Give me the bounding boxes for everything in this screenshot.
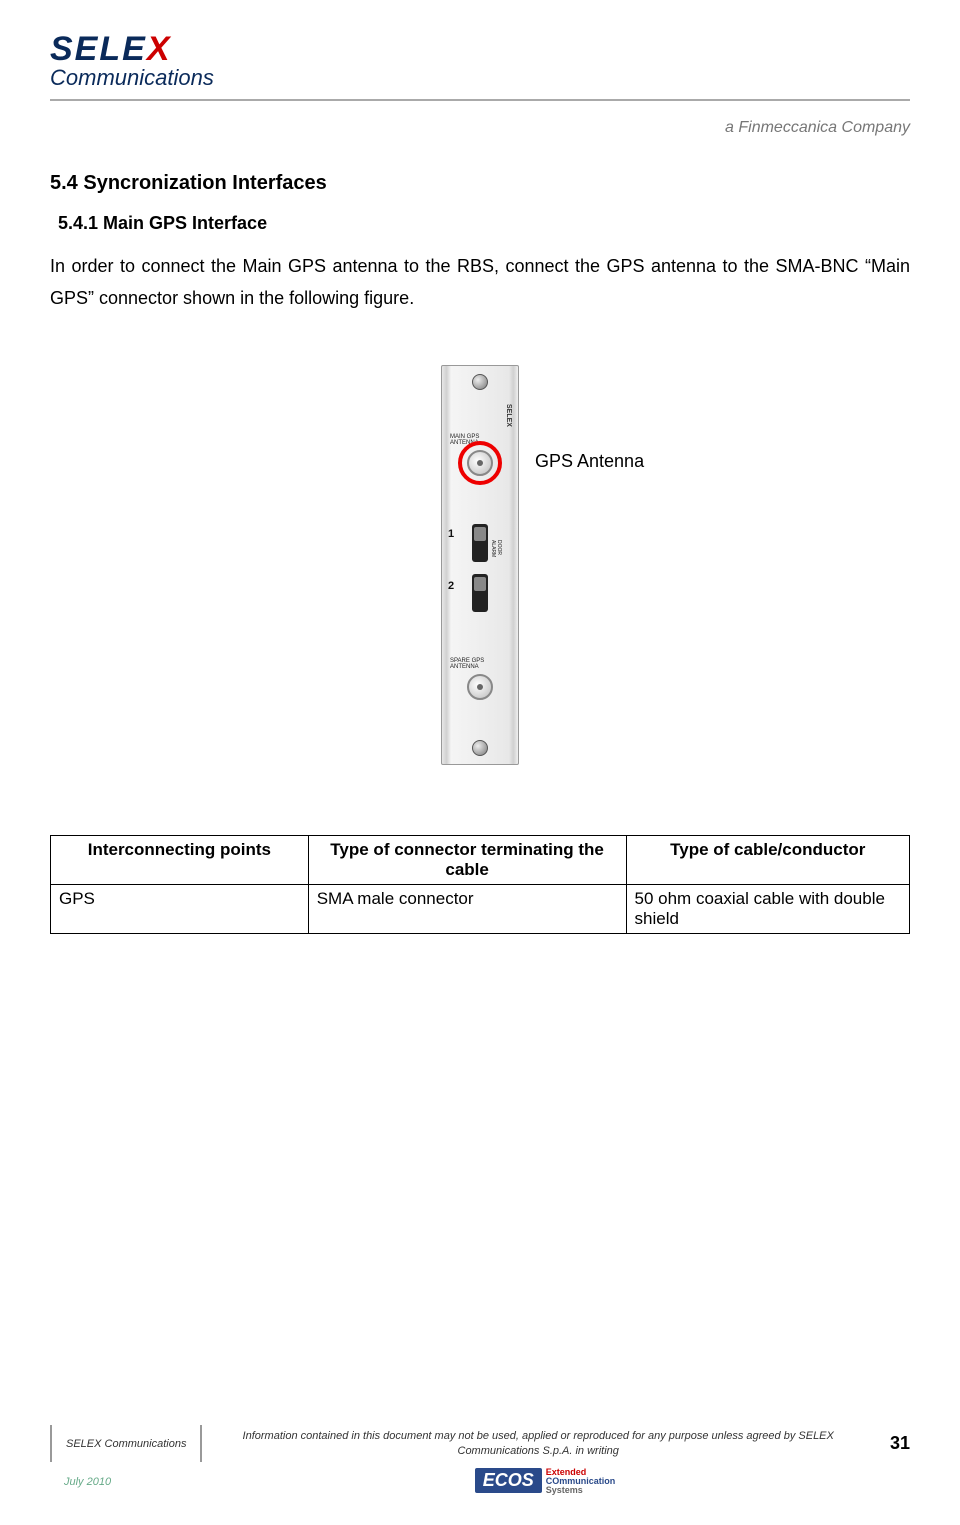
switch-number-2: 2: [448, 580, 454, 592]
table-header-row: Interconnecting points Type of connector…: [51, 835, 910, 884]
panel-brand-label: SELEX: [505, 404, 512, 427]
table-cell: SMA male connector: [308, 884, 626, 933]
ecos-logo: ECOSExtendedCOmmunicationSystems: [220, 1468, 870, 1495]
table-cell: 50 ohm coaxial cable with double shield: [626, 884, 909, 933]
footer-org: SELEX Communications: [52, 1434, 200, 1454]
page-footer: SELEX Communications Information contain…: [50, 1425, 910, 1495]
screw-icon: [472, 740, 488, 756]
table-header: Type of connector terminating the cable: [308, 835, 626, 884]
footer-date: July 2010: [50, 1476, 220, 1488]
footer-disclaimer: Information contained in this document m…: [200, 1425, 874, 1462]
subsection-heading: 5.4.1 Main GPS Interface: [58, 213, 910, 234]
brand-x: X: [147, 30, 172, 68]
hardware-panel: SELEX MAIN GPS ANTENNA 1 DOOR ALARM 2 SP…: [441, 365, 519, 765]
body-paragraph: In order to connect the Main GPS antenna…: [50, 250, 910, 315]
footer-top-row: SELEX Communications Information contain…: [50, 1425, 910, 1462]
switch-number-1: 1: [448, 528, 454, 540]
table-header: Type of cable/conductor: [626, 835, 909, 884]
spare-gps-connector: [467, 674, 493, 700]
page-number: 31: [874, 1433, 910, 1454]
table-cell: GPS: [51, 884, 309, 933]
ecos-logo-sub: ExtendedCOmmunicationSystems: [546, 1468, 616, 1495]
table-header: Interconnecting points: [51, 835, 309, 884]
spare-gps-label: SPARE GPS ANTENNA: [450, 658, 484, 670]
switch-1: [472, 524, 488, 562]
footer-bottom-row: July 2010 ECOSExtendedCOmmunicationSyste…: [50, 1468, 910, 1495]
switch-block: 1 DOOR ALARM 2: [460, 522, 500, 622]
brand-selex: SELE: [50, 30, 147, 68]
screw-icon: [472, 374, 488, 390]
connector-table: Interconnecting points Type of connector…: [50, 835, 910, 934]
switch-label: DOOR ALARM: [490, 540, 502, 557]
highlight-ring: [458, 441, 502, 485]
page-header: SELEX Communications a Finmeccanica Comp…: [50, 30, 910, 140]
brand-main-text: SELEX: [50, 30, 910, 69]
switch-2: [472, 574, 488, 612]
section-heading: 5.4 Syncronization Interfaces: [50, 172, 910, 195]
header-divider: [50, 99, 910, 101]
ecos-logo-main: ECOS: [475, 1468, 542, 1493]
brand-tagline: a Finmeccanica Company: [50, 119, 910, 137]
table-row: GPS SMA male connector 50 ohm coaxial ca…: [51, 884, 910, 933]
figure: SELEX MAIN GPS ANTENNA 1 DOOR ALARM 2 SP…: [50, 365, 910, 785]
brand-sub-text: Communications: [50, 65, 910, 91]
figure-callout: GPS Antenna: [535, 451, 644, 472]
brand-logo: SELEX Communications: [50, 30, 910, 91]
